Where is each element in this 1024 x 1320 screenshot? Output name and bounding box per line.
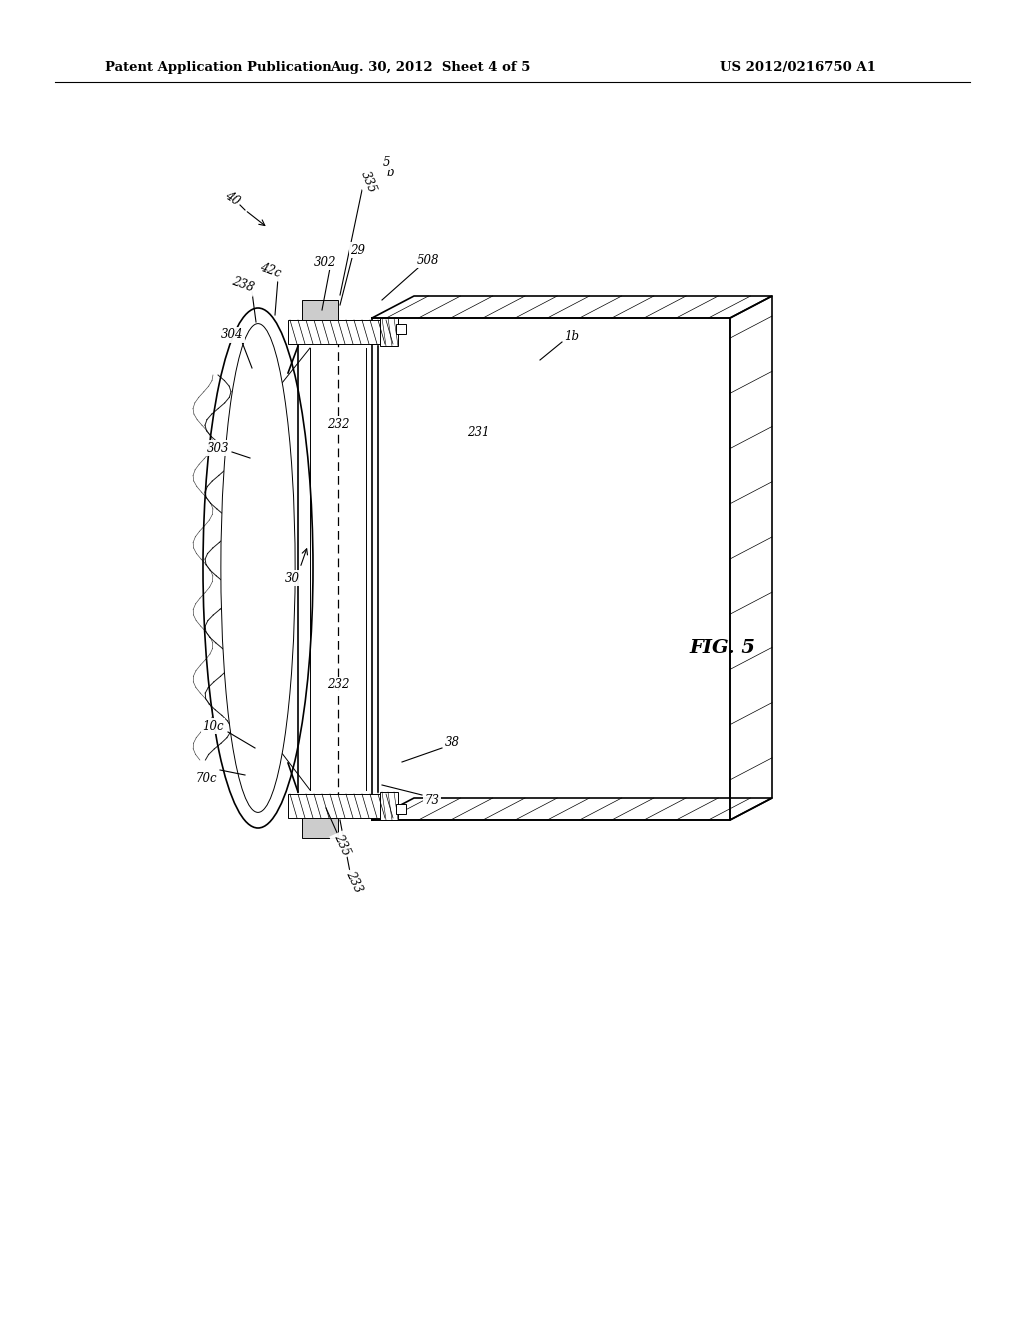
Text: 38: 38 — [444, 735, 460, 748]
Text: b: b — [386, 165, 394, 178]
Text: 238: 238 — [230, 275, 256, 294]
Text: 73: 73 — [425, 793, 439, 807]
Text: 42c: 42c — [258, 260, 283, 280]
Text: FIG. 5: FIG. 5 — [689, 639, 755, 657]
Bar — [380, 318, 398, 346]
Bar — [302, 818, 338, 838]
Text: 40: 40 — [222, 189, 242, 207]
Text: 508: 508 — [417, 253, 439, 267]
Text: 232: 232 — [327, 418, 349, 432]
Bar — [288, 795, 390, 818]
Bar — [396, 323, 406, 334]
Text: 232: 232 — [327, 678, 349, 692]
Bar — [302, 300, 338, 319]
Text: 235: 235 — [332, 832, 352, 858]
Text: 29: 29 — [350, 243, 366, 256]
Text: Patent Application Publication: Patent Application Publication — [105, 62, 332, 74]
Bar — [396, 804, 406, 814]
Bar — [288, 319, 390, 345]
Text: 70c: 70c — [196, 771, 217, 784]
Text: 5: 5 — [382, 156, 390, 169]
Text: Aug. 30, 2012  Sheet 4 of 5: Aug. 30, 2012 Sheet 4 of 5 — [330, 62, 530, 74]
Text: 303: 303 — [207, 441, 229, 454]
Text: 302: 302 — [313, 256, 336, 268]
Text: 30: 30 — [285, 572, 299, 585]
Text: 304: 304 — [221, 329, 244, 342]
Text: US 2012/0216750 A1: US 2012/0216750 A1 — [720, 62, 876, 74]
Bar — [380, 792, 398, 820]
Text: 233: 233 — [343, 869, 365, 895]
Text: 10c: 10c — [202, 719, 224, 733]
Ellipse shape — [221, 323, 295, 812]
Text: 231: 231 — [467, 425, 489, 438]
Text: 1b: 1b — [564, 330, 580, 342]
Text: 335: 335 — [357, 169, 378, 195]
